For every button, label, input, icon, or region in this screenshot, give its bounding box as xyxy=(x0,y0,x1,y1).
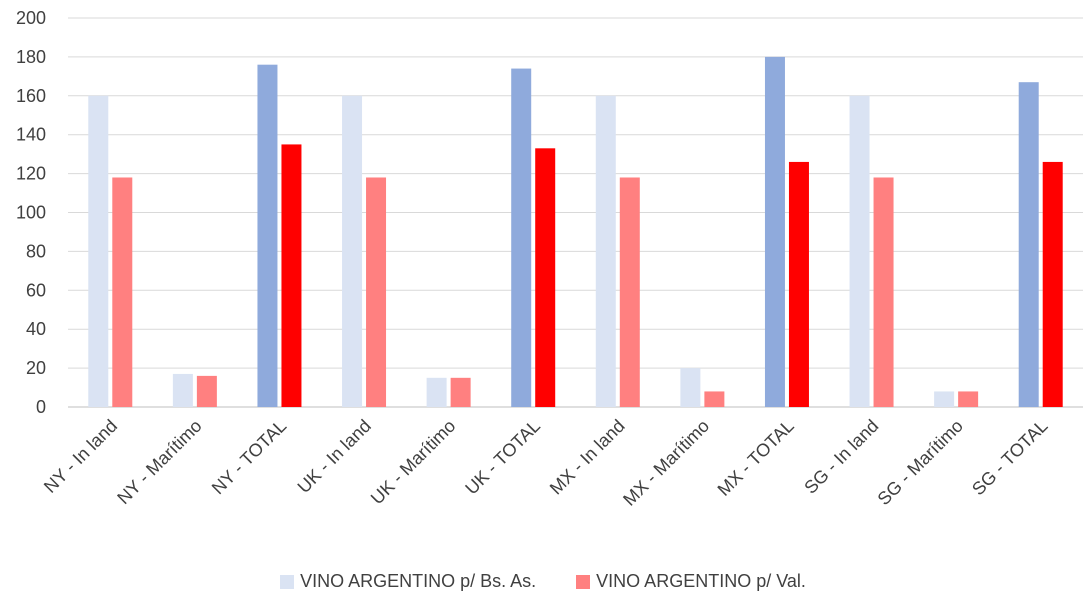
y-tick-label: 100 xyxy=(16,203,46,223)
bar-val xyxy=(281,144,302,408)
x-tick-label: MX - TOTAL xyxy=(714,416,798,500)
y-tick-label: 160 xyxy=(16,86,46,106)
x-tick-label: NY - TOTAL xyxy=(208,416,291,499)
y-tick-label: 40 xyxy=(26,319,46,339)
y-tick-label: 60 xyxy=(26,280,46,300)
legend: VINO ARGENTINO p/ Bs. As. VINO ARGENTINO… xyxy=(0,571,1086,592)
y-tick-label: 180 xyxy=(16,47,46,67)
bar-val xyxy=(366,177,387,407)
bar-val xyxy=(112,177,133,407)
x-tick-label: UK - In land xyxy=(294,416,375,497)
bar-bs-as xyxy=(342,95,363,408)
bar-val xyxy=(535,148,556,407)
bar-val xyxy=(196,375,217,407)
x-tick-label: UK - TOTAL xyxy=(461,416,544,499)
y-tick-label: 0 xyxy=(36,397,46,417)
y-tick-label: 120 xyxy=(16,164,46,184)
bar-bs-as xyxy=(511,68,532,407)
y-tick-label: 80 xyxy=(26,241,46,261)
x-tick-label: MX - In land xyxy=(546,416,629,499)
bar-bs-as xyxy=(764,56,785,408)
y-tick-label: 200 xyxy=(16,8,46,28)
x-tick-label: UK - Marítimo xyxy=(367,416,460,509)
bar-bs-as xyxy=(172,373,193,407)
y-tick-label: 20 xyxy=(26,358,46,378)
bar-chart: 0 20 40 60 80 100 120 140 160 180 200 NY - In land… xyxy=(16,8,1083,510)
x-tick-label: MX - Marítimo xyxy=(619,416,713,510)
bar-bs-as xyxy=(934,391,955,407)
x-tick-label: NY - Marítimo xyxy=(113,416,205,508)
x-tick-label: NY - In land xyxy=(40,416,121,497)
bar-val xyxy=(873,177,894,407)
bar-val xyxy=(704,391,725,407)
bar-bs-as xyxy=(257,64,278,408)
legend-label-bs-as: VINO ARGENTINO p/ Bs. As. xyxy=(300,571,537,591)
bar-val xyxy=(619,177,640,407)
y-axis-tick-labels: 0 20 40 60 80 100 120 140 160 180 200 xyxy=(16,8,46,417)
bar-val xyxy=(788,161,809,407)
legend-item-val: VINO ARGENTINO p/ Val. xyxy=(576,571,806,592)
bar-val xyxy=(1042,161,1063,407)
legend-swatch-bs-as xyxy=(280,574,295,589)
bar-bs-as xyxy=(680,368,701,407)
bar-bs-as xyxy=(88,95,109,408)
bars xyxy=(88,56,1063,408)
legend-item-bs-as: VINO ARGENTINO p/ Bs. As. xyxy=(280,571,536,592)
bar-bs-as xyxy=(1018,82,1039,407)
bar-val xyxy=(958,391,979,407)
x-tick-label: SG - TOTAL xyxy=(968,416,1051,499)
bar-bs-as xyxy=(426,377,447,407)
x-tick-label: SG - Marítimo xyxy=(874,416,967,509)
legend-swatch-val xyxy=(576,574,591,589)
bar-bs-as xyxy=(595,95,616,408)
x-tick-label: SG - In land xyxy=(800,416,882,498)
gridlines xyxy=(68,17,1083,408)
legend-label-val: VINO ARGENTINO p/ Val. xyxy=(596,571,806,591)
y-tick-label: 140 xyxy=(16,125,46,145)
bar-val xyxy=(450,377,471,407)
bar-bs-as xyxy=(849,95,870,408)
